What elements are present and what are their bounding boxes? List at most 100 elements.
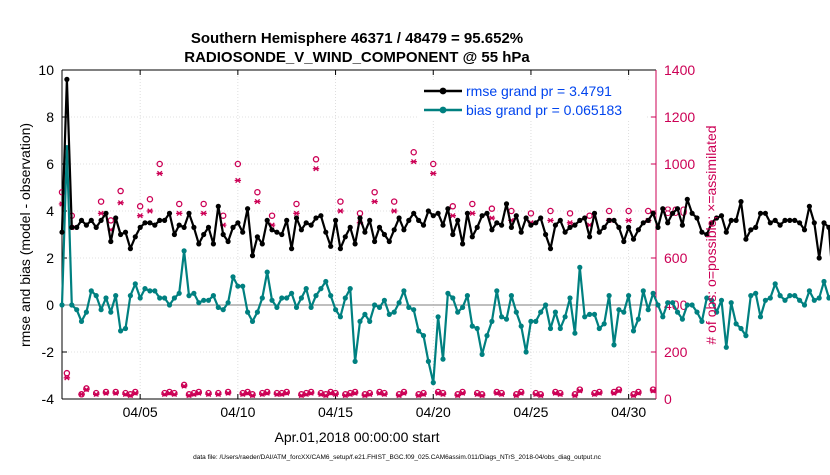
series-point-rmse: [313, 215, 319, 221]
series-point-rmse: [723, 229, 729, 235]
series-point-rmse: [582, 215, 588, 221]
obs-assimilated-point: [498, 391, 505, 397]
obs-possible-point: [263, 388, 271, 396]
series-point-bias: [122, 325, 129, 332]
series-point-bias: [416, 328, 422, 334]
obs-assimilated-point: [205, 391, 212, 397]
series-point-bias: [552, 309, 559, 315]
obs-assimilated-point: [190, 391, 198, 397]
obs-possible-point: [156, 160, 163, 168]
series-point-bias: [733, 321, 739, 327]
series-point-rmse: [743, 236, 749, 242]
series-point-rmse: [826, 224, 830, 230]
obs-assimilated-point: [576, 388, 583, 394]
series-point-rmse: [259, 241, 265, 247]
series-point-bias: [83, 309, 89, 315]
series-point-bias: [660, 314, 666, 320]
series-point-rmse: [464, 210, 470, 216]
series-point-rmse: [337, 246, 343, 252]
series-point-rmse: [215, 203, 221, 209]
obs-assimilated-point: [249, 392, 256, 399]
obs-assimilated-point: [591, 391, 598, 397]
series-point-rmse: [440, 222, 446, 228]
x-tick-label: 04/20: [416, 404, 451, 420]
series-point-rmse: [362, 229, 368, 235]
series-point-rmse: [201, 231, 207, 238]
obs-possible-point: [644, 207, 652, 215]
series-point-bias: [645, 307, 651, 313]
obs-possible-point: [83, 385, 90, 392]
series-point-rmse: [645, 217, 651, 223]
series-point-bias: [69, 302, 75, 308]
series-point-bias: [469, 323, 475, 329]
series-point-rmse: [518, 229, 524, 235]
series-point-bias: [162, 295, 168, 301]
x-axis-label: Apr.01,2018 00:00:00 start: [274, 429, 439, 445]
series-point-bias: [630, 328, 637, 334]
series-point-rmse: [147, 220, 153, 226]
obs-possible-point: [356, 210, 364, 217]
series-point-bias: [777, 293, 783, 299]
series-point-bias: [191, 290, 197, 296]
series-point-bias: [230, 274, 236, 280]
series-point-rmse: [303, 220, 309, 226]
obs-assimilated-point: [395, 392, 403, 399]
data-file-footer: data file: /Users/raeder/DAI/ATM_forcXX/…: [193, 454, 602, 461]
series-point-bias: [118, 328, 124, 334]
series-point-bias: [757, 314, 764, 320]
obs-assimilated-point: [322, 392, 329, 399]
obs-assimilated-point: [293, 210, 300, 217]
obs-assimilated-point: [459, 390, 466, 396]
obs-assimilated-point: [552, 390, 559, 396]
obs-possible-point: [371, 188, 378, 196]
series-point-bias: [259, 295, 265, 301]
obs-possible-point: [566, 210, 574, 217]
obs-assimilated-point: [415, 392, 422, 399]
series-point-bias: [225, 300, 231, 306]
series-point-rmse: [596, 229, 602, 235]
obs-assimilated-point: [161, 391, 168, 397]
series-point-bias: [543, 302, 549, 308]
obs-assimilated-point: [312, 166, 320, 172]
obs-assimilated-point: [200, 210, 207, 217]
series-point-bias: [249, 318, 256, 324]
y2-axis-label: # of obs: o=possible; ×=assimilated: [703, 125, 719, 344]
series-point-rmse: [650, 210, 656, 216]
series-point-bias: [518, 323, 524, 329]
obs-possible-point: [630, 391, 637, 398]
series-point-bias: [601, 321, 607, 327]
obs-assimilated-point: [171, 391, 178, 397]
series-point-bias: [723, 344, 729, 350]
y-tick-label: -2: [42, 344, 55, 360]
x-tick-label: 04/15: [318, 404, 353, 420]
series-point-rmse: [416, 217, 422, 223]
series-point-rmse: [220, 231, 226, 238]
series-point-bias: [411, 307, 417, 313]
series-point-rmse: [777, 222, 783, 228]
obs-possible-point: [351, 388, 359, 396]
series-point-rmse: [298, 227, 304, 233]
series-point-rmse: [372, 238, 378, 245]
series-point-bias: [797, 297, 803, 303]
series-point-bias: [93, 293, 99, 299]
series-point-rmse: [538, 215, 544, 221]
series-point-bias: [538, 309, 544, 315]
obs-possible-point: [92, 389, 100, 397]
series-point-bias: [264, 269, 270, 275]
legend-marker-bias: [439, 106, 447, 114]
series-group: [59, 76, 830, 386]
series-point-bias: [132, 281, 138, 287]
obs-assimilated-point: [351, 390, 359, 396]
series-point-bias: [582, 314, 588, 320]
series-point-bias: [591, 311, 598, 317]
obs-possible-point: [420, 389, 427, 397]
series-point-rmse: [606, 217, 612, 223]
obs-possible-point: [102, 388, 110, 396]
series-point-bias: [440, 356, 446, 362]
obs-assimilated-point: [224, 390, 232, 396]
obs-possible-point: [249, 391, 256, 398]
legend-box: [418, 80, 646, 120]
obs-assimilated-point: [239, 391, 246, 397]
obs-possible-point: [395, 391, 403, 398]
obs-possible-point: [469, 200, 476, 208]
